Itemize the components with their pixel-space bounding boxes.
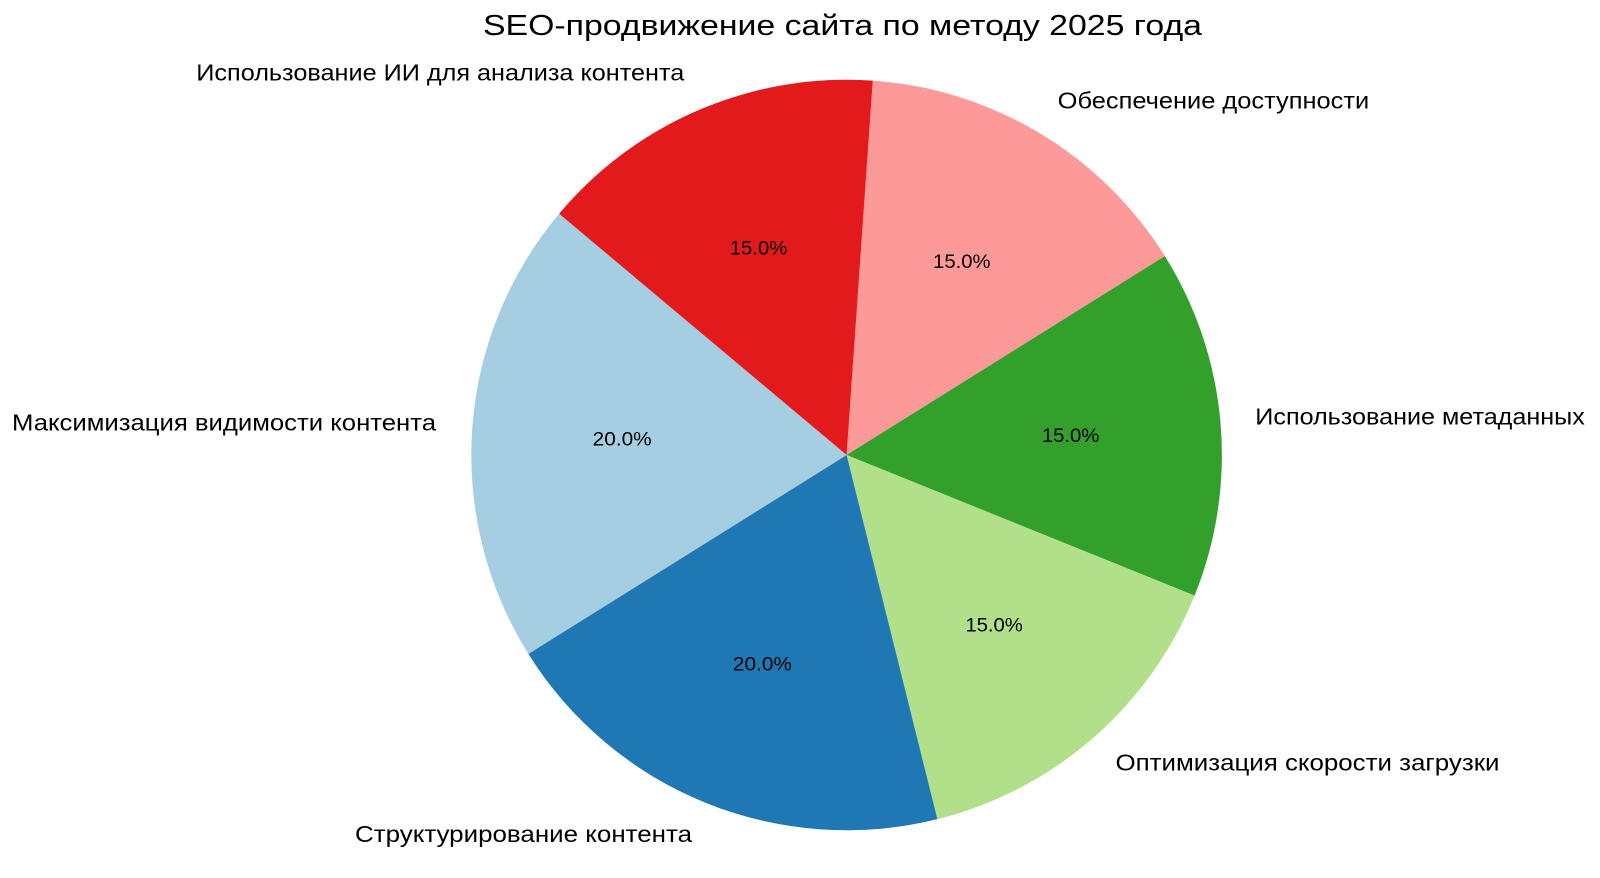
- svg-text:Структурирование контента: Структурирование контента: [355, 821, 692, 847]
- svg-text:Оптимизация скорости загрузки: Оптимизация скорости загрузки: [1116, 750, 1500, 776]
- svg-text:Использование метаданных: Использование метаданных: [1255, 403, 1585, 429]
- svg-text:Использование ИИ для анализа к: Использование ИИ для анализа контента: [196, 59, 684, 85]
- svg-text:15.0%: 15.0%: [730, 238, 788, 259]
- svg-text:Обеспечение доступности: Обеспечение доступности: [1058, 87, 1370, 113]
- svg-text:15.0%: 15.0%: [933, 252, 991, 273]
- svg-text:15.0%: 15.0%: [1042, 426, 1100, 447]
- svg-text:SEO-продвижение сайта по метод: SEO-продвижение сайта по методу 2025 год…: [483, 10, 1203, 42]
- svg-text:20.0%: 20.0%: [593, 430, 652, 451]
- svg-text:Максимизация видимости контент: Максимизация видимости контента: [12, 409, 436, 435]
- svg-text:20.0%: 20.0%: [733, 654, 792, 675]
- svg-text:15.0%: 15.0%: [965, 616, 1023, 637]
